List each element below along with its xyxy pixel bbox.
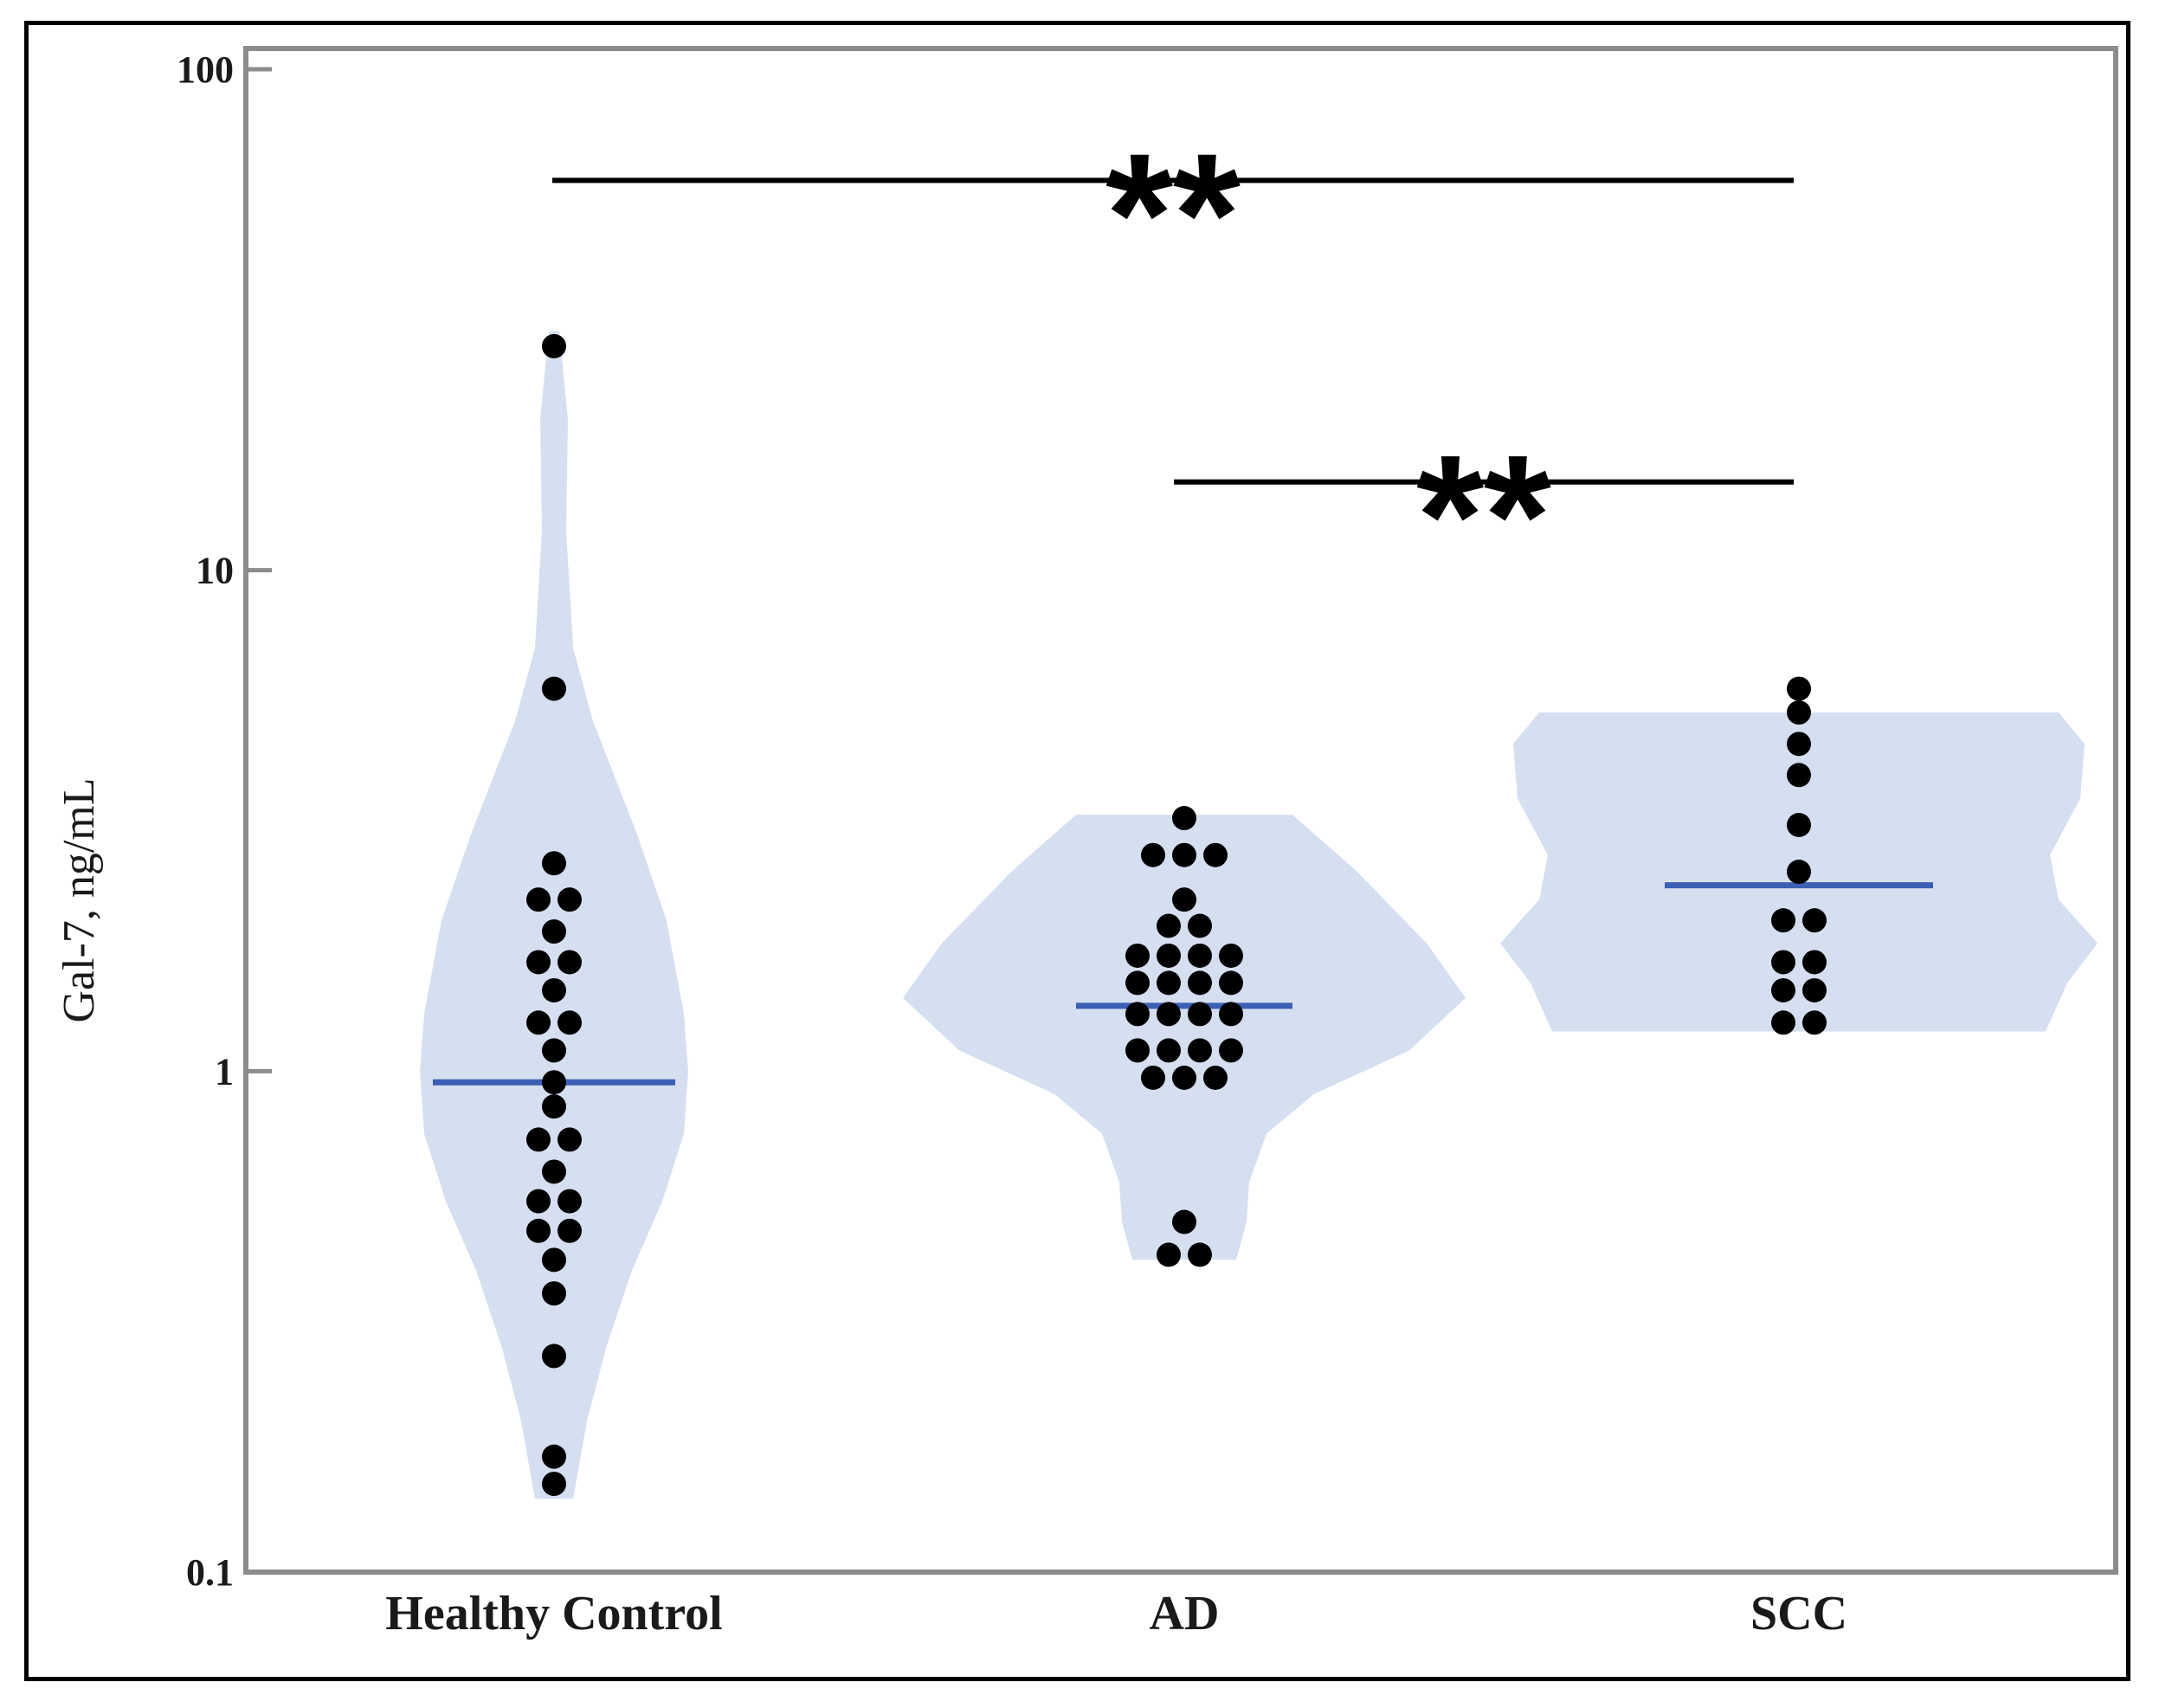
x-category-label-scc: SCC — [1750, 1587, 1847, 1640]
point-healthy-control — [542, 1247, 566, 1273]
point-ad — [1172, 806, 1196, 831]
point-ad — [1172, 1065, 1196, 1090]
point-healthy-control — [558, 1127, 582, 1152]
point-healthy-control — [542, 851, 566, 876]
significance-label: ** — [1105, 118, 1241, 311]
y-axis: 0.1 1 10 100 — [177, 48, 272, 1594]
point-healthy-control — [542, 1444, 566, 1469]
point-ad — [1188, 970, 1212, 996]
point-ad — [1203, 842, 1228, 867]
point-ad — [1219, 1002, 1243, 1027]
point-scc — [1802, 1010, 1827, 1035]
point-healthy-control — [542, 1344, 566, 1369]
point-healthy-control — [526, 1218, 551, 1243]
y-tick-label: 0.1 — [186, 1551, 234, 1594]
x-category-label-healthy-control: Healthy Control — [385, 1587, 722, 1640]
y-tick-label: 1 — [215, 1050, 234, 1092]
y-tick-label: 10 — [196, 550, 234, 592]
point-healthy-control — [542, 1159, 566, 1184]
y-axis-label: Gal-7, ng/mL — [55, 777, 104, 1022]
point-healthy-control — [542, 1070, 566, 1095]
point-ad — [1141, 1065, 1165, 1090]
point-scc — [1802, 950, 1827, 975]
point-ad — [1172, 1209, 1196, 1234]
point-ad — [1157, 1242, 1181, 1267]
violin-shapes — [420, 331, 2098, 1499]
point-ad — [1157, 970, 1181, 996]
point-scc — [1771, 977, 1795, 1002]
point-healthy-control — [558, 1189, 582, 1214]
point-ad — [1172, 887, 1196, 912]
point-scc — [1787, 700, 1811, 725]
point-ad — [1141, 842, 1165, 867]
point-ad — [1203, 1065, 1228, 1090]
point-scc — [1787, 676, 1811, 701]
point-ad — [1188, 943, 1212, 968]
point-scc — [1787, 763, 1811, 788]
point-healthy-control — [558, 887, 582, 912]
point-ad — [1172, 842, 1196, 867]
point-scc — [1771, 908, 1795, 933]
point-healthy-control — [558, 1010, 582, 1035]
point-healthy-control — [542, 977, 566, 1002]
point-healthy-control — [542, 1472, 566, 1497]
point-healthy-control — [542, 333, 566, 358]
point-healthy-control — [542, 1094, 566, 1119]
x-axis: Healthy Control AD SCC — [385, 1587, 1847, 1640]
point-ad — [1125, 1038, 1150, 1063]
significance-label: ** — [1416, 420, 1551, 613]
point-healthy-control — [558, 1218, 582, 1243]
point-scc — [1802, 977, 1827, 1002]
point-ad — [1157, 1038, 1181, 1063]
point-ad — [1188, 1038, 1212, 1063]
point-scc — [1787, 812, 1811, 837]
violin-ad — [903, 815, 1466, 1260]
point-ad — [1219, 943, 1243, 968]
data-points — [526, 333, 1827, 1497]
x-category-label-ad: AD — [1150, 1587, 1220, 1640]
point-ad — [1219, 1038, 1243, 1063]
significance-annotations: ** ** — [552, 118, 1794, 613]
point-scc — [1787, 860, 1811, 885]
point-healthy-control — [526, 1189, 551, 1214]
plot-area-frame — [243, 46, 2118, 1575]
point-healthy-control — [558, 950, 582, 975]
point-scc — [1802, 908, 1827, 933]
point-ad — [1125, 943, 1150, 968]
point-ad — [1125, 1002, 1150, 1027]
point-healthy-control — [526, 887, 551, 912]
point-ad — [1188, 913, 1212, 938]
point-ad — [1157, 943, 1181, 968]
violin-healthy-control — [420, 331, 688, 1499]
point-ad — [1157, 1002, 1181, 1027]
point-healthy-control — [542, 1038, 566, 1063]
figure-border — [24, 21, 2130, 1681]
point-ad — [1157, 913, 1181, 938]
point-healthy-control — [542, 919, 566, 944]
point-healthy-control — [526, 1010, 551, 1035]
point-ad — [1188, 1242, 1212, 1267]
point-scc — [1771, 1010, 1795, 1035]
point-ad — [1188, 1002, 1212, 1027]
point-ad — [1219, 970, 1243, 996]
point-healthy-control — [542, 676, 566, 701]
point-ad — [1125, 970, 1150, 996]
point-healthy-control — [526, 950, 551, 975]
point-scc — [1771, 950, 1795, 975]
y-tick-label: 100 — [177, 48, 234, 91]
point-healthy-control — [526, 1127, 551, 1152]
point-healthy-control — [542, 1281, 566, 1306]
point-scc — [1787, 732, 1811, 757]
